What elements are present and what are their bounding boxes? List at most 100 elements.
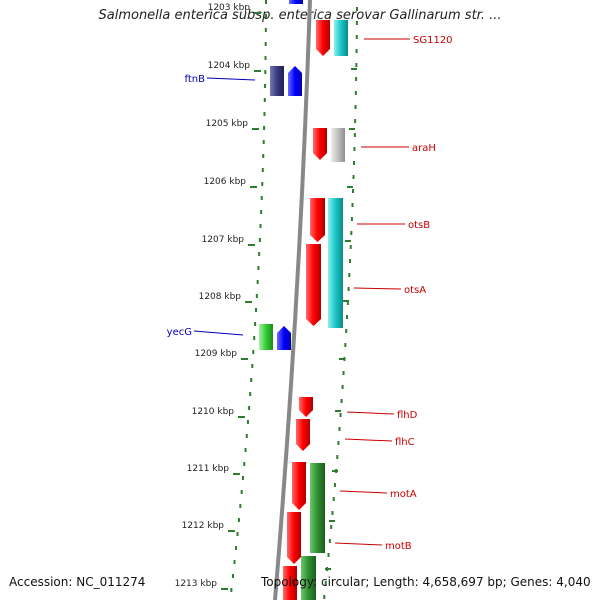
ring-dot [342,371,345,375]
ring-dot [263,126,266,130]
ring-dot [242,476,245,480]
ring-dot [349,259,352,263]
ring-dot [339,413,342,417]
ring-dot [233,560,236,564]
ring-dot [255,294,258,298]
ring-dot [248,406,251,410]
ring-dot [264,28,267,32]
gene-feature [310,463,325,553]
scale-tick [233,473,240,475]
ring-dot [257,266,260,270]
gene-feature [306,244,321,326]
ring-tick [329,520,335,522]
ring-tick [332,470,338,472]
scale-tick [228,530,235,532]
gene-feature [334,20,348,56]
ring-dot [352,161,355,165]
ring-dot [261,168,264,172]
label-leader-line [193,330,244,336]
label-leader-line [334,542,383,546]
ring-dot [262,140,265,144]
gene-label-araH: araH [412,143,436,154]
ring-dot [351,203,354,207]
ring-dot [350,231,353,235]
ring-dot [240,490,243,494]
gene-feature [299,397,313,417]
scale-label: 1204 kbp [208,61,251,71]
ring-dot [327,553,330,557]
ring-dot [236,532,239,536]
ring-dot [353,147,356,151]
gene-feature [310,198,325,242]
label-leader-line [346,411,395,415]
ring-dot [349,245,352,249]
ring-dot [350,217,353,221]
ring-dot [264,42,267,46]
scale-label: 1213 kbp [175,579,218,589]
ring-dot [246,420,249,424]
ring-dot [352,189,355,193]
ring-tick [335,410,341,412]
gene-feature [289,0,303,4]
gene-feature [301,556,316,600]
gene-feature [292,462,306,510]
ring-dot [258,252,261,256]
scale-label: 1212 kbp [182,521,225,531]
ring-dot [344,343,347,347]
ring-dot [265,0,267,4]
ring-dot [250,378,253,382]
gene-feature [288,66,302,96]
scale-label: 1211 kbp [187,464,230,474]
gene-feature [296,419,310,451]
ring-dot [263,98,266,102]
ring-dot [254,322,257,326]
gene-label-ftnB: ftnB [185,74,206,85]
ring-tick [343,300,349,302]
gene-label-yecG: yecG [167,327,192,338]
ring-dot [355,63,358,67]
ring-dot [355,21,358,25]
ring-dot [354,91,357,95]
ring-dot [337,441,340,445]
gene-label-motA: motA [390,489,417,500]
ring-dot [355,77,358,81]
gene-labels: SG1120 araH otsB otsA flhD flhC motA motB ftnB ye… [167,35,453,552]
scale-tick [241,358,248,360]
gene-features [259,0,348,600]
ring-dot [346,301,349,305]
ring-tick [351,68,357,70]
ring-dot [324,581,327,585]
scale-ruler: 1203 kbp 1204 kbp 1205 kbp 1206 kbp 1207 kbp… [175,3,261,590]
ring-dot [261,182,264,186]
ring-dot [230,588,233,592]
ring-dot [347,287,350,291]
label-leader-line [353,287,402,290]
scale-tick [248,244,255,246]
ring-dot [264,70,267,74]
ring-dot [323,595,326,599]
ring-dot [338,427,341,431]
scale-tick [245,301,252,303]
scale-label: 1207 kbp [202,235,245,245]
ring-dot [243,462,246,466]
ring-dot [340,399,343,403]
ring-dot [253,336,256,340]
ring-dot [332,497,335,501]
gene-feature [331,128,345,162]
ring-dot [258,238,261,242]
gene-feature [328,198,343,328]
ring-dot [237,518,240,522]
gene-label-motB: motB [385,541,412,552]
scale-label: 1205 kbp [206,119,249,129]
label-leader-line [344,438,393,442]
scale-label: 1208 kbp [199,292,242,302]
ring-dot [245,434,248,438]
ring-dot [249,392,252,396]
gene-feature [283,566,297,600]
ring-dot [354,119,357,123]
ring-dot [353,133,356,137]
ring-dot [346,315,349,319]
scale-tick [250,186,257,188]
gene-label-otsA: otsA [404,285,426,296]
